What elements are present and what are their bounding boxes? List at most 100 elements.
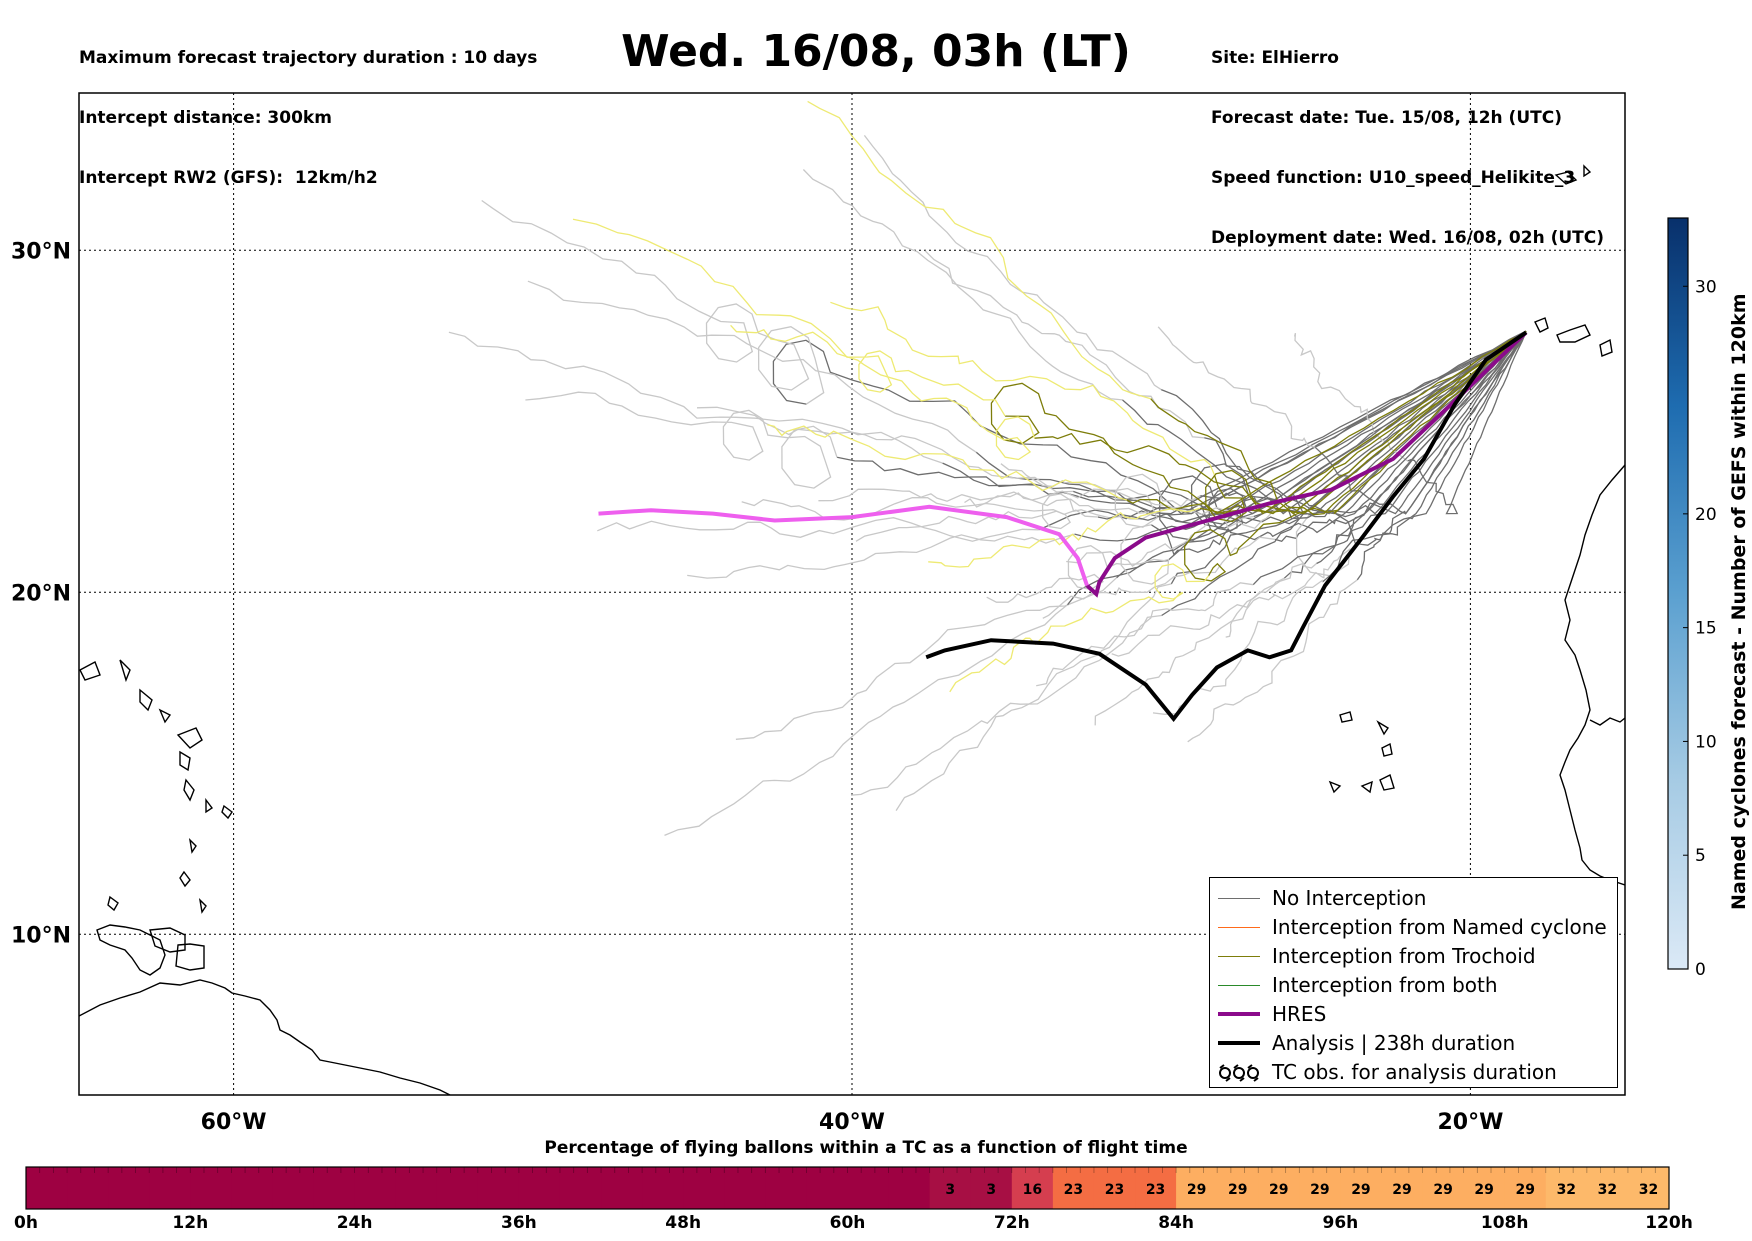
- colorbar-tick-label: 10: [1695, 732, 1717, 752]
- table-cell: [1422, 1167, 1465, 1209]
- colorbar-gradient: [1667, 217, 1689, 970]
- table-cell: [313, 1167, 356, 1209]
- ensemble-trajectory: [802, 169, 1123, 401]
- table-cell: [929, 1167, 972, 1209]
- hres-trajectory: [1085, 330, 1528, 598]
- puerto-rico-coastline: [149, 927, 186, 953]
- table-cell: [354, 1167, 397, 1209]
- table-cell-value: 32: [1598, 1182, 1617, 1198]
- table-cell: [847, 1167, 890, 1209]
- time-tick-label: 96h: [1322, 1213, 1359, 1233]
- ensemble-trajectory: [1253, 332, 1527, 520]
- legend-label: Interception from Named cyclone: [1272, 915, 1607, 939]
- lon-tick-label: 20°W: [1437, 1110, 1503, 1135]
- table-cell-value: 32: [1639, 1182, 1658, 1198]
- table-cell: [806, 1167, 848, 1209]
- ensemble-trajectory: [527, 280, 977, 453]
- time-tick-label: 120h: [1645, 1213, 1693, 1233]
- legend-line-both: [1218, 985, 1260, 986]
- ensemble-trajectory: [525, 391, 838, 489]
- ensemble-trajectory: [1074, 331, 1527, 542]
- ensemble-trajectory: [1066, 330, 1527, 606]
- ensemble-trajectory: [1121, 330, 1527, 515]
- trochoid-trajectory: [1205, 332, 1527, 523]
- colorbar-tick-label: 15: [1695, 619, 1717, 639]
- legend-label: Interception from both: [1272, 973, 1498, 997]
- ensemble-trajectory: [818, 488, 1150, 514]
- colorbar: 0 5 10 15 20 30: [1667, 217, 1717, 980]
- time-tick-label: 0h: [14, 1213, 38, 1233]
- table-cell: [1545, 1167, 1588, 1209]
- table-cell-value: 3: [945, 1182, 955, 1198]
- analysis-trajectory: [925, 330, 1528, 723]
- colorbar-label: Named cyclones forecast - Number of GEFS…: [1728, 293, 1750, 910]
- table-cell-value: 29: [1351, 1182, 1370, 1198]
- ensemble-trajectory: [924, 250, 1205, 439]
- time-tick-label: 12h: [172, 1213, 209, 1233]
- table-cell: [601, 1167, 643, 1209]
- ensemble-trajectory: [448, 331, 943, 464]
- table-cell: [1217, 1167, 1259, 1209]
- ensemble-trajectory: [597, 517, 1039, 542]
- cape-verde-coastline: [1328, 711, 1395, 794]
- legend-line-hres: [1218, 1012, 1260, 1016]
- map-frame: [78, 92, 1626, 1096]
- lat-tick-label: 10°N: [11, 923, 71, 948]
- table-cell: [395, 1167, 438, 1209]
- colorbar-tick-label: 0: [1695, 960, 1706, 980]
- trajectory-layer: [448, 100, 1527, 836]
- table-cell: [1052, 1167, 1095, 1209]
- chart-title: Wed. 16/08, 03h (LT): [621, 26, 1131, 77]
- ensemble-trajectory: [964, 473, 1201, 528]
- table-cell-value: 3: [986, 1182, 996, 1198]
- table-cell: [190, 1167, 232, 1209]
- table-cell: [67, 1167, 109, 1209]
- ensemble-trajectory: [687, 533, 1075, 579]
- legend-label: TC obs. for analysis duration: [1272, 1060, 1557, 1084]
- ensemble-trajectory: [772, 333, 1527, 515]
- table-cell: [683, 1167, 725, 1209]
- trochoid-trajectory: [807, 100, 1151, 400]
- tc-obs-icon: [1219, 1064, 1259, 1082]
- legend-line-no-interception: [1218, 898, 1260, 899]
- ensemble-trajectory: [1293, 332, 1408, 462]
- hres-layer: [598, 330, 1528, 598]
- table-cell: [1340, 1167, 1382, 1209]
- table-cell-value: 29: [1515, 1182, 1534, 1198]
- table-cell: [559, 1167, 602, 1209]
- table-cell-value: 29: [1433, 1182, 1452, 1198]
- trochoid-trajectory: [928, 507, 1201, 568]
- trochoid-trajectory: [830, 301, 1215, 476]
- legend-line-trochoid: [1218, 956, 1260, 957]
- header-right-line: Deployment date: Wed. 16/08, 02h (UTC): [1211, 228, 1605, 248]
- table-cell: [888, 1167, 931, 1209]
- table-cell-value: 32: [1557, 1182, 1576, 1198]
- trochoid-trajectory: [767, 424, 1128, 501]
- hres-trajectory-late: [598, 504, 1089, 587]
- legend-line-named-cyclone: [1218, 927, 1260, 928]
- ensemble-trajectory: [1000, 463, 1254, 521]
- ensemble-trajectory: [1356, 330, 1527, 581]
- table-cell: [642, 1167, 684, 1209]
- header-right-line: Forecast date: Tue. 15/08, 12h (UTC): [1211, 108, 1562, 128]
- ensemble-trajectory: [1111, 563, 1317, 657]
- africa-coastline: [1559, 464, 1625, 886]
- header-right-line: Site: ElHierro: [1211, 48, 1339, 68]
- ensemble-trajectory: [855, 493, 1202, 542]
- trochoid-trajectory: [1034, 332, 1527, 515]
- trochoid-trajectory: [1126, 332, 1527, 515]
- ensemble-trajectory: [1042, 536, 1276, 619]
- table-cell: [1093, 1167, 1136, 1209]
- legend-label: HRES: [1272, 1002, 1327, 1026]
- time-tick-label: 24h: [336, 1213, 373, 1233]
- time-tick-label: 60h: [829, 1213, 866, 1233]
- ensemble-trajectory: [735, 577, 1118, 740]
- table-cell-value: 29: [1474, 1182, 1493, 1198]
- ensemble-trajectory: [1036, 582, 1254, 687]
- ensemble-trajectory: [1157, 326, 1316, 448]
- table-cell: [108, 1167, 150, 1209]
- table-cell-value: 29: [1187, 1182, 1206, 1198]
- ensemble-trajectory: [986, 524, 1170, 603]
- ensemble-trajectory: [1309, 332, 1527, 546]
- table-cell: [231, 1167, 273, 1209]
